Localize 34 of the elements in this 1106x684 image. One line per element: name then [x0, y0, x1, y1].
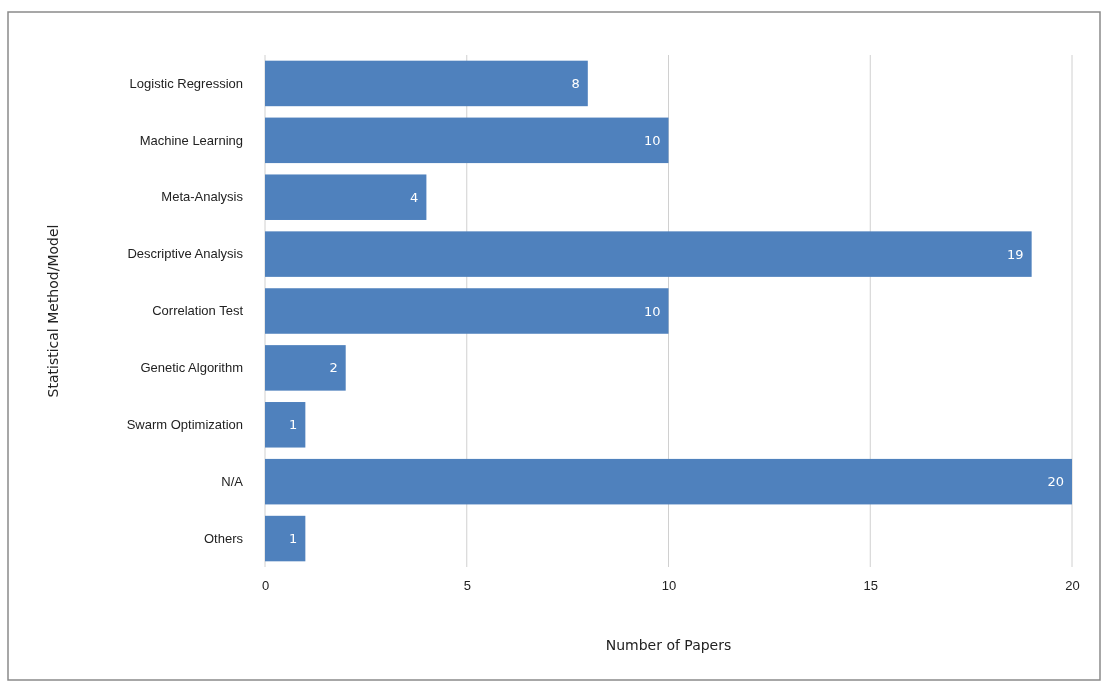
data-label: 10 — [643, 303, 661, 319]
bar — [265, 345, 346, 391]
y-tick-label: Correlation Test — [152, 303, 244, 319]
y-tick-label: Meta-Analysis — [161, 189, 244, 205]
y-tick-label: Logistic Regression — [129, 75, 243, 91]
y-tick-label: Others — [203, 530, 244, 546]
bar — [265, 60, 588, 107]
x-tick-label: 15 — [863, 578, 878, 594]
x-tick-label: 5 — [463, 578, 471, 594]
bar — [265, 402, 306, 448]
data-label: 19 — [1007, 246, 1024, 262]
y-tick-label: Machine Learning — [139, 132, 243, 148]
y-tick-label: Swarm Optimization — [126, 416, 243, 432]
data-label: 10 — [643, 132, 661, 148]
data-label: 2 — [329, 360, 338, 376]
y-tick-label: Descriptive Analysis — [127, 246, 244, 262]
x-tick-label: 0 — [261, 578, 270, 594]
bar — [265, 231, 1032, 277]
y-tick-label: N/A — [221, 473, 244, 489]
x-tick-label: 20 — [1065, 578, 1080, 594]
bar — [265, 117, 669, 164]
bar — [265, 174, 427, 220]
data-label: 8 — [571, 75, 580, 91]
data-label: 1 — [289, 417, 298, 433]
bar — [265, 288, 669, 334]
y-tick-label: Genetic Algorithm — [140, 360, 243, 376]
bar — [265, 515, 306, 562]
y-axis-title: Statistical Method/Model — [45, 224, 61, 398]
x-tick-label: 10 — [661, 578, 677, 594]
data-label: 1 — [289, 531, 298, 547]
x-axis-title: Number of Papers — [605, 637, 732, 653]
bar — [265, 458, 1072, 505]
data-label: 20 — [1047, 474, 1064, 490]
data-label: 4 — [410, 189, 419, 205]
